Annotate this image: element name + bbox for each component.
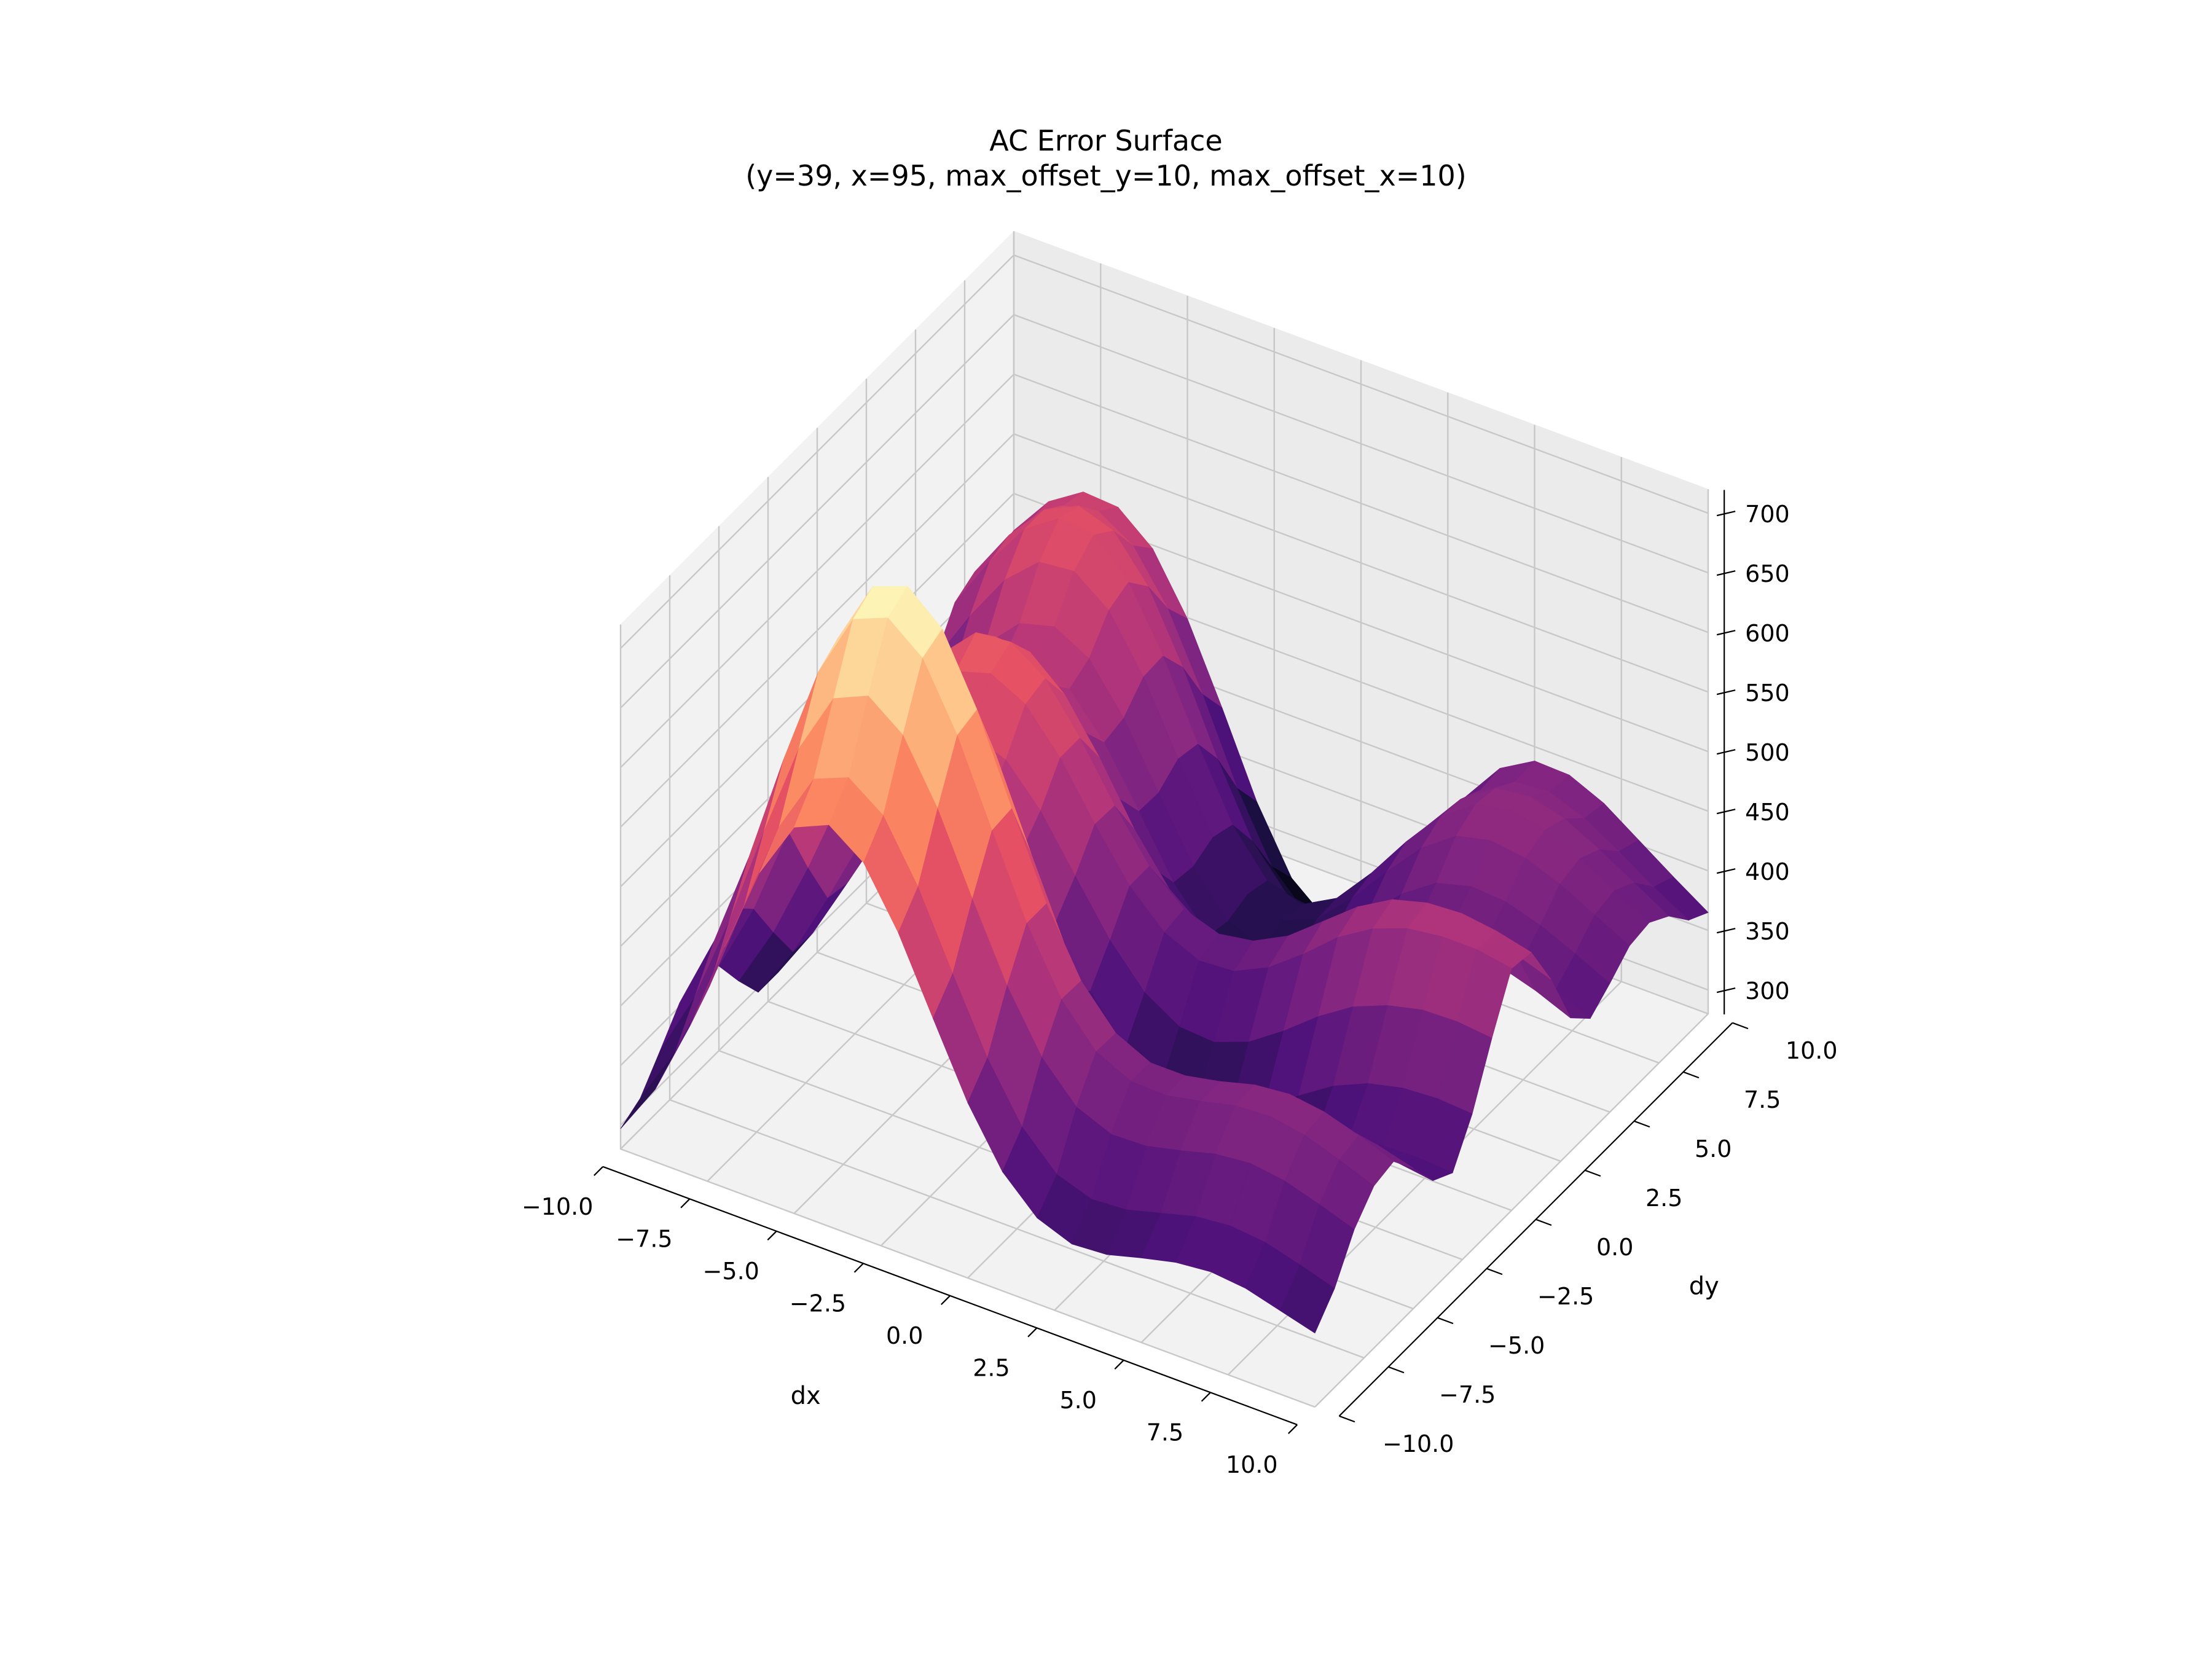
x-tick-label: 10.0 — [1226, 1451, 1278, 1478]
x-tick — [1027, 1327, 1038, 1338]
surface-face — [1279, 1264, 1335, 1334]
chart-title-line-1: AC Error Surface — [989, 124, 1222, 157]
gridline-z — [620, 373, 1709, 769]
z-tick-label: 650 — [1745, 560, 1790, 587]
y-tick — [1388, 1366, 1405, 1374]
x-tick-label: −2.5 — [790, 1290, 846, 1317]
z-tick — [1716, 868, 1736, 874]
gridline-z — [620, 254, 1709, 649]
x-tick — [680, 1198, 691, 1209]
x-tick-label: −7.5 — [616, 1225, 672, 1252]
x-tick-label: 2.5 — [973, 1354, 1010, 1381]
x-tick — [941, 1295, 951, 1305]
z-tick — [1716, 570, 1736, 576]
z-tick — [1716, 809, 1736, 815]
z-tick — [1716, 749, 1736, 755]
x-tick — [853, 1263, 864, 1273]
x-tick-label: 5.0 — [1059, 1387, 1096, 1414]
y-tick — [1437, 1317, 1454, 1325]
z-tick-label: 400 — [1745, 858, 1790, 885]
gridline-z — [620, 433, 1709, 828]
y-tick — [1339, 1415, 1355, 1423]
z-tick — [1716, 928, 1736, 934]
z-tick — [1716, 987, 1736, 994]
x-tick-label: −10.0 — [522, 1193, 593, 1220]
z-tick-label: 350 — [1745, 918, 1790, 945]
y-tick-label: 0.0 — [1596, 1234, 1633, 1261]
y-tick — [1732, 1022, 1749, 1030]
x-tick — [767, 1231, 777, 1241]
z-tick-label: 450 — [1745, 799, 1790, 826]
y-tick-label: 2.5 — [1645, 1185, 1682, 1212]
z-tick-label: 500 — [1745, 739, 1790, 766]
gridline-y — [619, 624, 1316, 1408]
gridline-z — [620, 492, 1709, 888]
y-tick-label: −5.0 — [1488, 1332, 1545, 1359]
x-tick — [594, 1166, 603, 1176]
z-tick-label: 550 — [1745, 680, 1790, 707]
y-tick-label: −2.5 — [1537, 1283, 1594, 1310]
y-tick — [1486, 1268, 1503, 1276]
y-axis-label: dy — [1689, 1272, 1719, 1301]
x-tick-label: 0.0 — [886, 1322, 923, 1349]
y-tick — [1683, 1071, 1700, 1079]
gridline-z — [620, 313, 1709, 709]
x-tick — [1201, 1392, 1211, 1402]
y-tick-label: −7.5 — [1439, 1381, 1496, 1408]
x-tick-label: −5.0 — [703, 1258, 759, 1285]
y-tick — [1585, 1169, 1601, 1177]
z-tick — [1716, 511, 1736, 517]
axes: −10.0−7.5−5.0−2.50.02.55.07.510.0−10.0−7… — [522, 490, 1838, 1478]
y-tick — [1535, 1218, 1552, 1226]
x-axis-label: dx — [791, 1382, 821, 1410]
z-tick — [1716, 630, 1736, 636]
z-tick — [1716, 689, 1736, 696]
z-tick-label: 300 — [1745, 978, 1790, 1005]
y-tick-label: 10.0 — [1786, 1037, 1838, 1064]
x-tick — [1114, 1360, 1124, 1370]
chart-title-line-2: (y=39, x=95, max_offset_y=10, max_offset… — [745, 159, 1467, 192]
surface-mesh — [620, 492, 1709, 1334]
y-tick — [1634, 1120, 1650, 1128]
x-tick — [1288, 1424, 1298, 1434]
z-tick-label: 600 — [1745, 620, 1790, 647]
y-tick-label: 7.5 — [1744, 1086, 1781, 1113]
y-tick-label: −10.0 — [1382, 1430, 1454, 1457]
z-tick-label: 700 — [1745, 501, 1790, 528]
x-tick-label: 7.5 — [1147, 1419, 1183, 1446]
y-tick-label: 5.0 — [1695, 1135, 1732, 1162]
gridline-y — [669, 575, 1365, 1359]
